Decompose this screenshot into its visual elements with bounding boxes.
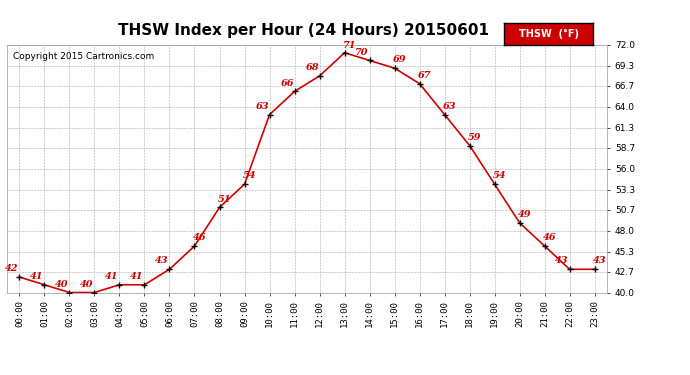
Text: 43: 43 [593, 256, 607, 265]
Text: 40: 40 [55, 280, 69, 289]
Text: 63: 63 [255, 102, 269, 111]
Text: 42: 42 [5, 264, 19, 273]
Text: 66: 66 [280, 78, 294, 87]
Text: 68: 68 [305, 63, 319, 72]
Text: 54: 54 [493, 171, 506, 180]
Text: Copyright 2015 Cartronics.com: Copyright 2015 Cartronics.com [13, 53, 154, 62]
Text: 71: 71 [343, 40, 356, 50]
Text: 70: 70 [355, 48, 369, 57]
Text: 43: 43 [555, 256, 569, 265]
Text: 59: 59 [468, 133, 482, 142]
Text: 54: 54 [243, 171, 256, 180]
Text: THSW Index per Hour (24 Hours) 20150601: THSW Index per Hour (24 Hours) 20150601 [118, 22, 489, 38]
Text: 41: 41 [130, 272, 144, 281]
Text: 63: 63 [443, 102, 456, 111]
Text: 40: 40 [80, 280, 94, 289]
Text: 49: 49 [518, 210, 531, 219]
Text: 51: 51 [218, 195, 231, 204]
Text: 46: 46 [193, 233, 206, 242]
Text: 41: 41 [30, 272, 43, 281]
Text: 69: 69 [393, 56, 406, 64]
Text: THSW  (°F): THSW (°F) [519, 29, 578, 39]
Text: 67: 67 [418, 71, 431, 80]
Text: 46: 46 [543, 233, 556, 242]
Text: 41: 41 [105, 272, 119, 281]
Text: 43: 43 [155, 256, 169, 265]
